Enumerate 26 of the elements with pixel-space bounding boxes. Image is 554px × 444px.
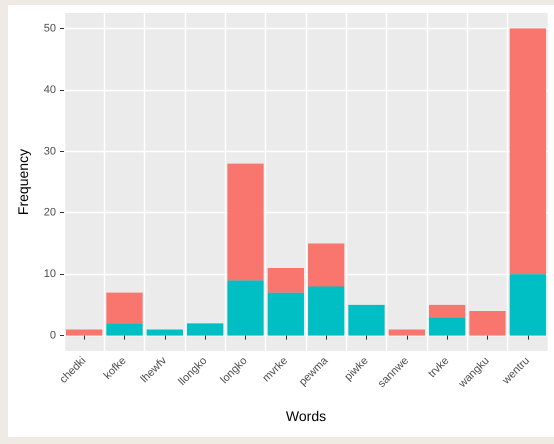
bar	[429, 304, 466, 318]
bar	[146, 329, 183, 336]
bar	[187, 323, 224, 336]
bar	[106, 323, 143, 336]
bar	[268, 268, 304, 293]
bar	[227, 164, 264, 280]
bar	[308, 286, 344, 336]
bar	[308, 243, 344, 286]
bar	[510, 28, 546, 274]
bar	[348, 304, 385, 336]
bar	[388, 329, 425, 336]
y-tick-label: 40	[44, 84, 56, 96]
y-tick-label: 10	[44, 268, 56, 280]
bar	[429, 317, 466, 336]
bar	[66, 329, 102, 336]
y-tick-label: 0	[50, 330, 56, 342]
bar	[469, 311, 506, 336]
y-tick-label: 20	[44, 206, 56, 219]
y-axis-title: Frequency	[15, 148, 31, 216]
y-tick-label: 30	[44, 145, 56, 158]
bar	[510, 274, 546, 336]
bar	[106, 292, 143, 324]
bar	[268, 292, 304, 336]
x-axis-title: Words	[286, 408, 326, 424]
bar	[227, 280, 264, 336]
y-tick-label: 50	[44, 22, 56, 34]
